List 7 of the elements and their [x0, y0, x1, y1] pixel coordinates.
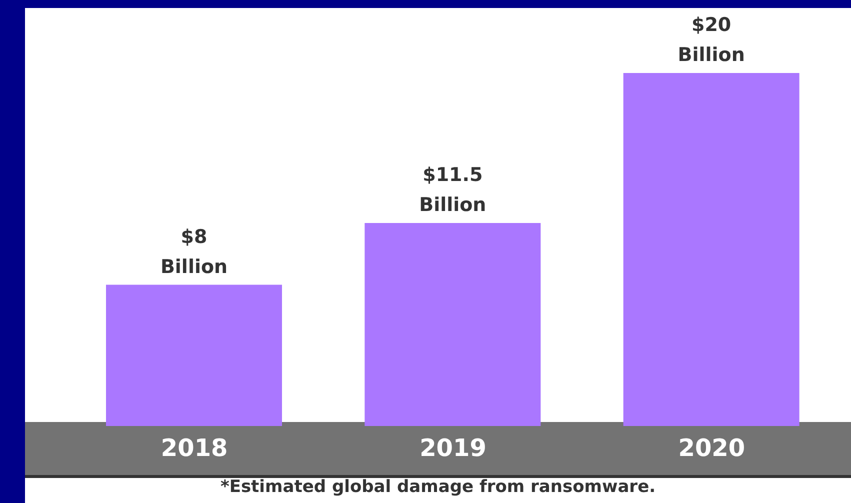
x-tick-label: 2018	[160, 434, 228, 462]
data-label: $8 Billion	[160, 226, 228, 278]
x-tick-label: 2019	[420, 434, 486, 462]
x-tick-label: 2020	[678, 434, 746, 462]
data-label: $11.5 Billion	[419, 164, 486, 216]
data-label: $20 Billion	[678, 14, 745, 66]
text: *Estimated global damage from ransomware.	[219, 477, 657, 497]
